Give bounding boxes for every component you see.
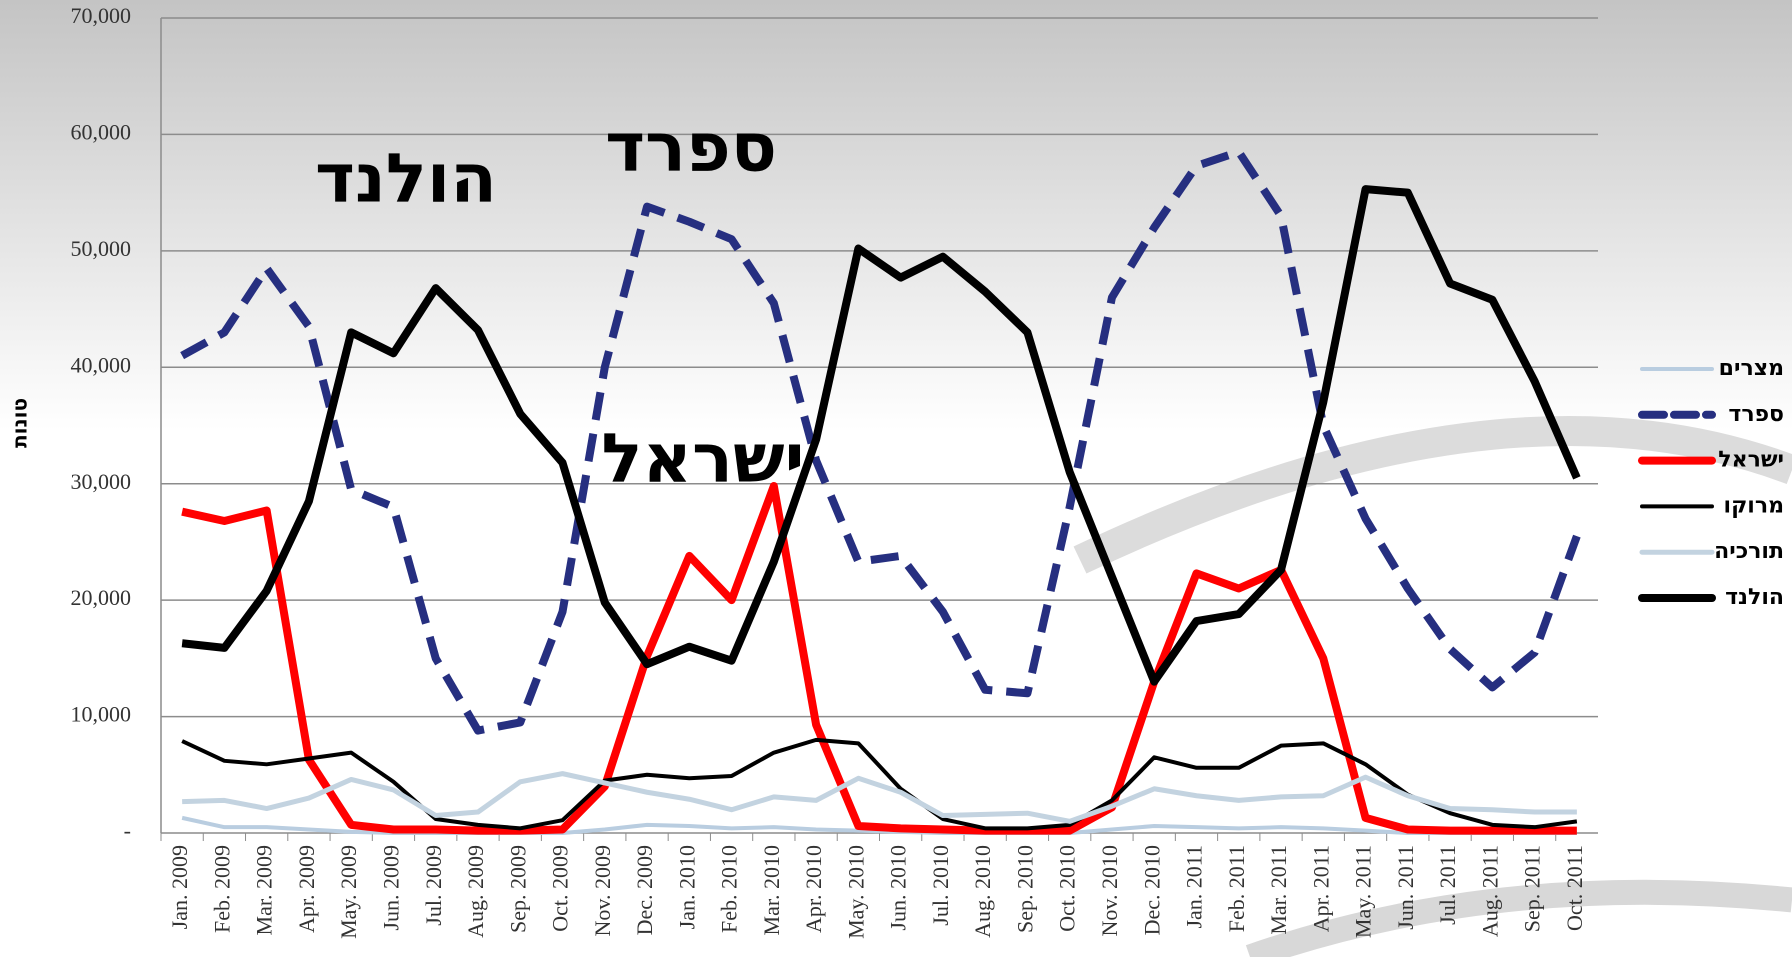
x-tick-label: Apr. 2010 — [801, 845, 826, 933]
annotation: ישראל — [601, 420, 804, 499]
y-tick-label: 40,000 — [71, 352, 132, 377]
decoration — [1073, 415, 1792, 574]
x-tick-label: Mar. 2009 — [252, 845, 277, 935]
x-tick-label: Sep. 2011 — [1520, 845, 1545, 932]
x-tick-label: Jun. 2010 — [886, 845, 911, 931]
data-line — [181, 185, 1581, 686]
x-tick-label: Apr. 2009 — [294, 845, 319, 933]
x-tick-label: Dec. 2009 — [632, 845, 657, 935]
x-tick-label: Mar. 2011 — [1266, 845, 1291, 935]
y-tick-label: - — [124, 818, 131, 843]
x-tick-label: Sep. 2010 — [1012, 845, 1037, 933]
legend-label: הולנד — [1725, 585, 1784, 610]
x-tick-label: Jul. 2010 — [928, 845, 953, 926]
data-line — [182, 771, 1577, 824]
x-tick-label: Feb. 2009 — [209, 845, 234, 933]
x-tick-label: Oct. 2011 — [1562, 845, 1587, 931]
x-tick-label: May. 2011 — [1351, 845, 1376, 938]
legend-label: ספרד — [1728, 402, 1784, 427]
x-tick-label: Jun. 2009 — [379, 845, 404, 931]
x-tick-label: Jun. 2011 — [1393, 845, 1418, 930]
y-tick-label: 70,000 — [71, 3, 132, 28]
x-tick-label: Nov. 2009 — [590, 845, 615, 936]
decoration — [1245, 879, 1792, 957]
data-line — [181, 482, 1577, 835]
y-tick-label: 60,000 — [71, 119, 132, 144]
legend-label: תורכיה — [1714, 539, 1784, 564]
x-tick-label: May. 2010 — [843, 845, 868, 939]
x-tick-label: Aug. 2011 — [1477, 845, 1502, 937]
x-tick-label: Jan. 2011 — [1182, 845, 1207, 929]
y-axis-label: טונות — [8, 398, 32, 448]
x-tick-label: Jan. 2010 — [674, 845, 699, 929]
x-tick-label: Nov. 2010 — [1097, 845, 1122, 936]
x-tick-label: Jul. 2009 — [421, 845, 446, 926]
x-tick-label: Oct. 2009 — [548, 845, 573, 932]
x-tick-label: Aug. 2009 — [463, 845, 488, 938]
x-tick-label: Aug. 2010 — [970, 845, 995, 938]
data-line — [180, 147, 1581, 735]
x-tick-label: Sep. 2009 — [505, 845, 530, 933]
y-tick-label: 20,000 — [71, 585, 132, 610]
x-tick-label: Feb. 2010 — [717, 845, 742, 933]
legend-label: ישראל — [1718, 448, 1784, 473]
y-tick-label: 10,000 — [71, 702, 132, 727]
y-tick-label: 50,000 — [71, 236, 132, 261]
x-tick-label: Mar. 2010 — [759, 845, 784, 935]
annotation: ספרד — [605, 109, 777, 188]
legend-label: מרוקו — [1724, 493, 1784, 518]
x-tick-label: Jan. 2009 — [167, 845, 192, 929]
x-tick-label: Oct. 2010 — [1055, 845, 1080, 932]
x-tick-label: Dec. 2010 — [1139, 845, 1164, 935]
x-tick-label: Feb. 2011 — [1224, 845, 1249, 932]
x-tick-label: Apr. 2011 — [1308, 845, 1333, 932]
x-tick-label: May. 2009 — [336, 845, 361, 939]
annotation: הולנד — [315, 140, 497, 219]
x-tick-label: Jul. 2011 — [1435, 845, 1460, 925]
legend-label: מצרים — [1719, 356, 1784, 381]
y-tick-label: 30,000 — [71, 469, 132, 494]
